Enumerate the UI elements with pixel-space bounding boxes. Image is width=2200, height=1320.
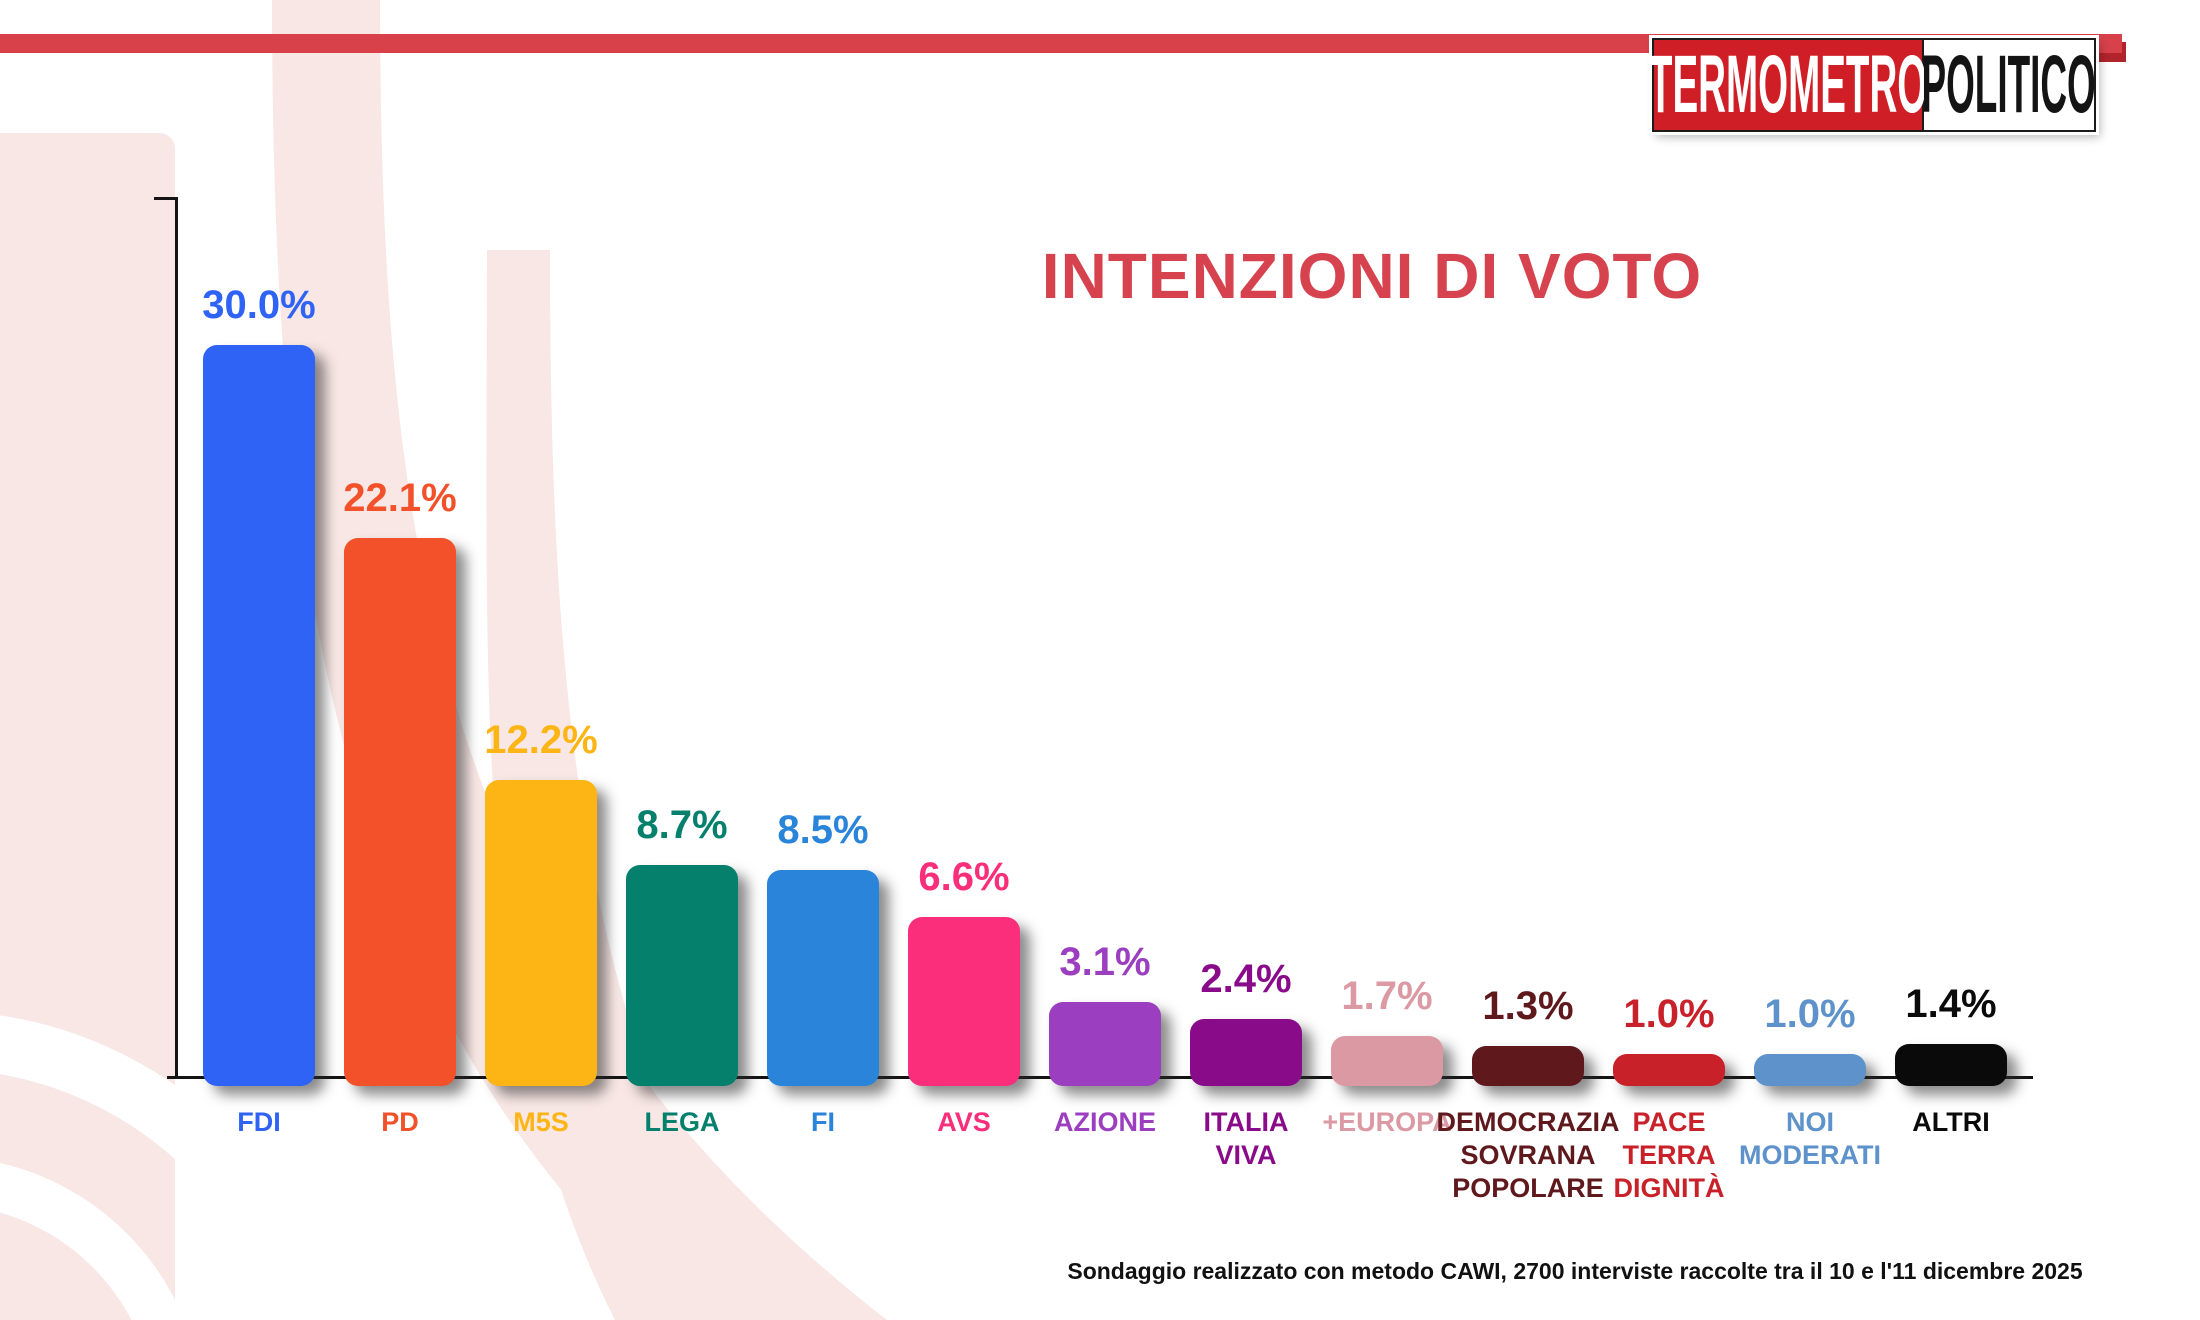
bar-europa [1331,1036,1443,1086]
bar-pace-terra-dignit [1613,1053,1725,1086]
bar-fi [767,870,879,1086]
x-label-fdi: FDI [237,1107,281,1137]
value-label-altri: 1.4% [1905,981,1997,1026]
x-label-pace-terra-dignit: PACE TERRA DIGNITÀ [1613,1107,1725,1203]
value-label-democrazia-sovrana-popolare: 1.3% [1482,984,1574,1029]
y-axis [175,197,178,1079]
value-label-azione: 3.1% [1059,940,1151,985]
value-label-europa: 1.7% [1341,974,1433,1019]
x-label-europa: +EUROPA [1322,1107,1452,1137]
bar-democrazia-sovrana-popolare [1472,1046,1584,1086]
x-label-avs: AVS [937,1107,991,1137]
value-label-m5s: 12.2% [484,717,598,762]
value-label-fi: 8.5% [777,808,869,853]
footnote: Sondaggio realizzato con metodo CAWI, 27… [1067,1258,2083,1284]
bar-avs [908,916,1020,1086]
x-label-noi-moderati: NOI MODERATI [1739,1107,1881,1170]
y-axis-tick [154,197,176,200]
bar-italia-viva [1190,1019,1302,1086]
page-title: INTENZIONI DI VOTO [1041,239,1703,312]
bar-lega [626,865,738,1086]
bar-pd [344,538,456,1086]
value-label-noi-moderati: 1.0% [1764,991,1856,1036]
bar-m5s [485,779,597,1086]
bar-altri [1895,1043,2007,1086]
x-label-m5s: M5S [513,1107,569,1137]
logo-termometro-text: TERMOMETRO [1648,39,1928,130]
logo-politico-text: POLITICO [1921,39,2097,130]
x-label-altri: ALTRI [1912,1107,1990,1137]
logo-termometro-box: TERMOMETRO [1649,40,1927,130]
value-label-pd: 22.1% [343,476,457,521]
bar-azione [1049,1002,1161,1086]
x-label-italia-viva: ITALIA VIVA [1203,1107,1289,1170]
x-label-azione: AZIONE [1053,1107,1156,1137]
x-label-lega: LEGA [644,1107,720,1137]
x-label-pd: PD [381,1107,419,1137]
value-label-lega: 8.7% [636,803,728,848]
logo-politico-box: POLITICO [1921,39,2097,130]
value-label-avs: 6.6% [918,854,1010,899]
top-stripe [0,34,2122,53]
brand-logo: TERMOMETRO POLITICO [1649,38,2097,132]
bar-noi-moderati [1754,1053,1866,1086]
value-label-italia-viva: 2.4% [1200,957,1292,1002]
value-label-pace-terra-dignit: 1.0% [1623,991,1715,1036]
x-label-fi: FI [811,1107,835,1137]
bar-fdi [203,345,315,1086]
x-label-democrazia-sovrana-popolare: DEMOCRAZIA SOVRANA POPOLARE [1436,1107,1620,1203]
value-label-fdi: 30.0% [202,283,316,328]
